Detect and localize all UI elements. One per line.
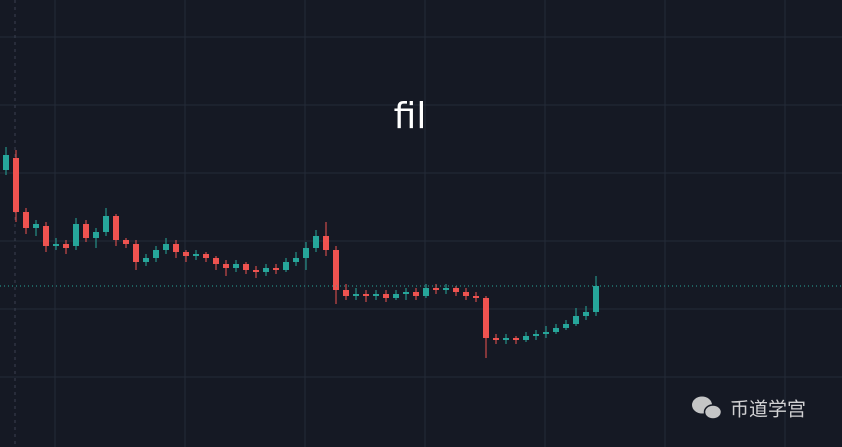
candle-body	[133, 244, 139, 262]
candle-body	[173, 244, 179, 252]
candles	[0, 147, 842, 358]
candle-body	[203, 254, 209, 258]
candle-body	[363, 294, 369, 296]
candle-body	[373, 294, 379, 296]
candle-body	[233, 264, 239, 268]
candle-body	[443, 288, 449, 290]
candle-body	[333, 250, 339, 290]
candle-body	[243, 264, 249, 270]
candle-body	[193, 254, 199, 256]
candle-body	[263, 268, 269, 272]
candle-body	[513, 338, 519, 340]
candle-body	[253, 270, 259, 272]
candle-body	[383, 294, 389, 298]
chart-title: fil	[394, 96, 427, 137]
candle-body	[533, 334, 539, 336]
candle-body	[23, 212, 29, 228]
candle-body	[593, 286, 599, 312]
candle-body	[313, 236, 319, 248]
candle-body	[353, 294, 359, 296]
candle-body	[223, 264, 229, 268]
candle-body	[43, 226, 49, 246]
candle-body	[63, 244, 69, 248]
candle-body	[83, 224, 89, 238]
candle-body	[543, 332, 549, 334]
candle-body	[483, 298, 489, 338]
wechat-icon	[703, 404, 723, 420]
candle-body	[33, 224, 39, 228]
candle-body	[523, 336, 529, 340]
candle-body	[473, 296, 479, 298]
candle-body	[143, 258, 149, 262]
candle-body	[493, 338, 499, 340]
candle-body	[573, 316, 579, 324]
candle-body	[403, 292, 409, 294]
candle-body	[93, 232, 99, 238]
candle-body	[113, 216, 119, 240]
candle-body	[413, 292, 419, 296]
candle-body	[123, 240, 129, 244]
watermark-text: 币道学宫	[730, 399, 806, 421]
candle-body	[303, 248, 309, 258]
candle-body	[283, 262, 289, 270]
candle-body	[563, 324, 569, 328]
candle-body	[343, 290, 349, 296]
candle-body	[583, 312, 589, 316]
candle-body	[213, 258, 219, 264]
candle-body	[13, 158, 19, 212]
candle-body	[53, 244, 59, 246]
candle-body	[163, 244, 169, 250]
candle-body	[423, 288, 429, 296]
candle-body	[323, 236, 329, 250]
candle-body	[463, 292, 469, 296]
candle-body	[153, 250, 159, 258]
candle-body	[103, 216, 109, 232]
candle-body	[393, 294, 399, 298]
candle-body	[503, 338, 509, 340]
candle-body	[273, 268, 279, 270]
candle-body	[3, 155, 9, 170]
candle-body	[433, 288, 439, 290]
candle-body	[553, 328, 559, 332]
candle-body	[73, 224, 79, 246]
candle-body	[293, 258, 299, 262]
candle-body	[453, 288, 459, 292]
watermark: 币道学宫	[692, 396, 806, 421]
candle-body	[183, 252, 189, 256]
